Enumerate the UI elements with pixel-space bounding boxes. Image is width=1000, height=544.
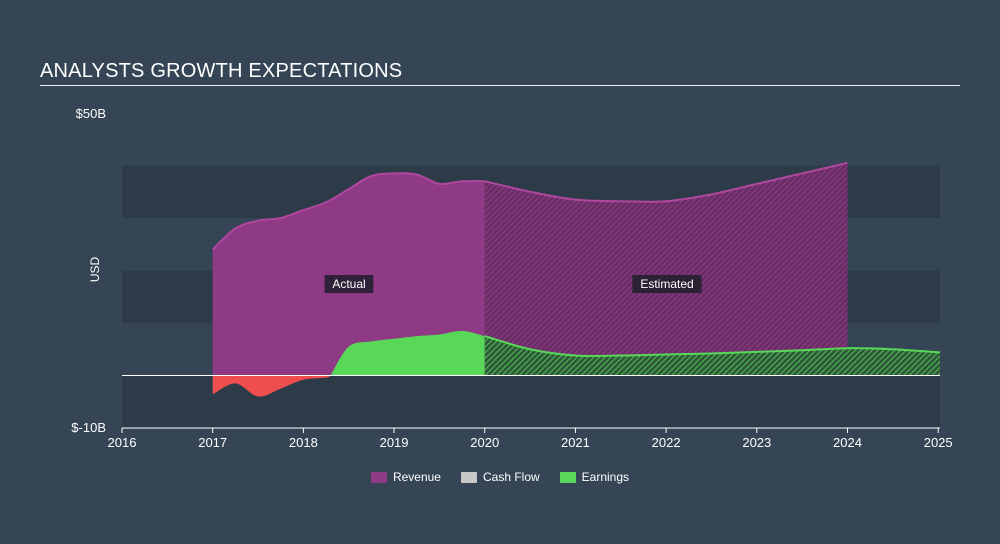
x-tick-label-2021: 2021 bbox=[561, 435, 590, 450]
revenue-area-estimated bbox=[484, 162, 848, 376]
revenue-swatch bbox=[370, 471, 387, 483]
legend-label-earnings: Earnings bbox=[581, 470, 630, 484]
legend-item-revenue[interactable]: Revenue bbox=[370, 470, 441, 484]
annotations: Actual Estimated bbox=[324, 275, 702, 293]
legend: Revenue Cash Flow Earnings bbox=[0, 470, 1000, 484]
legend-item-earnings[interactable]: Earnings bbox=[559, 470, 630, 484]
legend-item-cash-flow[interactable]: Cash Flow bbox=[460, 470, 540, 484]
cash-flow-swatch bbox=[460, 471, 477, 483]
y-tick-label-top: $50B bbox=[76, 106, 106, 121]
earnings-swatch bbox=[559, 471, 576, 483]
x-tick-label-2017: 2017 bbox=[198, 435, 227, 450]
revenue-line-actual bbox=[211, 172, 485, 251]
chart-title: ANALYSTS GROWTH EXPECTATIONS bbox=[40, 60, 403, 82]
x-tick-label-2018: 2018 bbox=[289, 435, 318, 450]
revenue-line-estimated bbox=[484, 161, 848, 203]
revenue-area-actual bbox=[212, 173, 485, 376]
earnings-area-actual bbox=[330, 330, 485, 376]
title-divider bbox=[40, 85, 960, 86]
earnings-area-estimated bbox=[484, 336, 940, 376]
x-tick-label-2016: 2016 bbox=[108, 435, 137, 450]
series-areas bbox=[212, 162, 940, 397]
y-axis-label: USD bbox=[88, 257, 102, 283]
earnings-area-negative bbox=[212, 375, 331, 397]
annotation-estimated-text: Estimated bbox=[640, 277, 693, 291]
series-lines bbox=[211, 161, 941, 358]
annotation-estimated: Estimated bbox=[632, 275, 702, 293]
annotation-actual-text: Actual bbox=[332, 277, 365, 291]
annotation-actual: Actual bbox=[324, 275, 374, 293]
x-tick-label-2022: 2022 bbox=[652, 435, 681, 450]
x-tick-label-2019: 2019 bbox=[380, 435, 409, 450]
earnings-line-estimated bbox=[484, 335, 941, 358]
legend-label-cash-flow: Cash Flow bbox=[482, 470, 540, 484]
x-tick-label-2023: 2023 bbox=[742, 435, 771, 450]
x-tick-label-2024: 2024 bbox=[833, 435, 862, 450]
axes: 2016 2017 2018 2019 2020 2021 2022 2023 2024 2025… bbox=[71, 106, 952, 450]
annotation-actual-bg bbox=[324, 275, 374, 293]
y-tick-label-bottom: $-10B bbox=[71, 420, 106, 435]
x-tick-label-2025: 2025 bbox=[924, 435, 953, 450]
x-tick-label-2020: 2020 bbox=[470, 435, 499, 450]
annotation-estimated-bg bbox=[632, 275, 702, 293]
legend-label-revenue: Revenue bbox=[392, 470, 441, 484]
